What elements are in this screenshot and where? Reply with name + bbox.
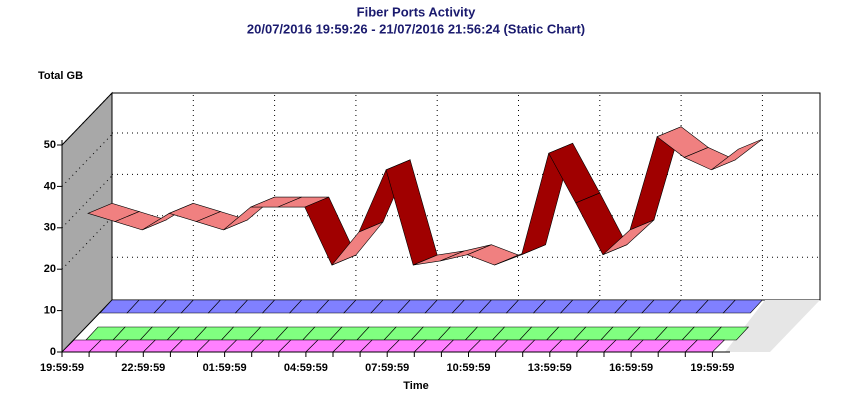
floor [725,300,820,352]
grid-line [61,92,113,146]
x-tick-label: 01:59:59 [203,362,247,374]
back-wall [111,92,821,301]
y-axis-label: Total GB [38,70,83,82]
y-tick-label: 50 [44,139,56,151]
ribbon-segment [722,299,764,314]
x-tick-label: 22:59:59 [121,362,165,374]
x-tick-label: 19:59:59 [690,362,734,374]
y-tick-label: 30 [44,222,56,234]
x-tick-label: 16:59:59 [609,362,653,374]
x-tick-label: 19:59:59 [40,362,84,374]
y-tick-label: 40 [44,180,56,192]
grid-line [61,216,113,270]
x-tick-label: 04:59:59 [284,362,328,374]
y-tick-label: 10 [44,305,56,317]
x-tick-label: 07:59:59 [365,362,409,374]
chart-title: Fiber Ports Activity [357,4,476,19]
grid-line [61,134,113,187]
y-tick-label: 20 [44,263,56,275]
chart-subtitle: 20/07/2016 19:59:26 - 21/07/2016 21:56:2… [247,21,585,36]
ribbon-segment [711,138,763,171]
x-axis-label: Time [403,380,428,392]
grid-line [61,175,113,229]
ribbon-segment [708,326,750,341]
plot-area [61,92,820,353]
y-tick-label: 0 [50,346,56,358]
x-tick-label: 10:59:59 [446,362,490,374]
x-tick-label: 13:59:59 [528,362,572,374]
